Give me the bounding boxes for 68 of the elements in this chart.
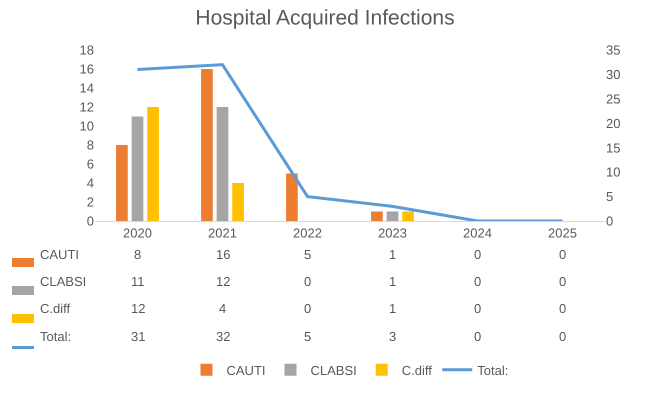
legend-label: CAUTI	[40, 247, 79, 262]
y2-tick-label: 20	[606, 116, 620, 131]
data-label: 5	[304, 329, 312, 344]
x-tick-label: 2024	[463, 226, 492, 241]
line-series	[136, 63, 564, 221]
data-label: 0	[474, 247, 482, 262]
data-label: 0	[474, 329, 482, 344]
text: CLABSI	[310, 362, 357, 378]
y2-tick-label: 0	[606, 214, 614, 229]
data-label: 0	[559, 329, 566, 344]
bar	[201, 69, 213, 221]
data-label: 8	[134, 247, 142, 262]
bar	[147, 107, 159, 221]
data-label: 1	[389, 301, 396, 316]
data-label: 0	[559, 274, 566, 289]
x-tick-label: 2020	[123, 226, 152, 241]
y-tick-label: 16	[80, 62, 94, 77]
y-tick-label: 0	[86, 214, 94, 229]
y2-tick-label: 35	[606, 42, 620, 58]
data-label: 0	[474, 301, 482, 316]
y-tick-label: 4	[86, 176, 94, 191]
y2-tick-label: 10	[606, 164, 620, 180]
y2-tick-label: 25	[606, 91, 620, 106]
bar	[286, 174, 298, 221]
y-tick-label: 8	[86, 138, 94, 153]
data-label: 1	[389, 274, 396, 289]
y2-tick-label: 15	[606, 140, 620, 156]
data-label: 16	[216, 247, 230, 262]
chart-title: Hospital Acquired Infections	[195, 6, 455, 30]
data-label: 0	[559, 301, 566, 316]
data-label: 12	[216, 274, 230, 289]
data-label: 11	[131, 274, 144, 289]
data-label: 31	[131, 329, 146, 344]
bar	[116, 145, 128, 221]
bar	[371, 212, 383, 221]
data-label: 32	[216, 329, 230, 344]
data-label: 0	[304, 274, 312, 289]
y-tick-label: 2	[86, 194, 94, 210]
data-label: 1	[389, 247, 396, 262]
data-label: 0	[559, 247, 566, 262]
y-tick-label: 12	[80, 100, 94, 115]
data-label: 3	[389, 329, 396, 344]
x-tick-label: 2023	[378, 226, 407, 241]
y2-tick-label: 5	[606, 189, 614, 204]
y2-tick-label: 30	[606, 66, 620, 82]
bar	[132, 116, 144, 221]
legend-label: Total:	[477, 362, 508, 378]
bar	[402, 212, 414, 221]
text: Total:	[40, 329, 72, 344]
text: CAUTI	[226, 362, 266, 378]
y-tick-label: 14	[80, 80, 94, 96]
legend-label: C.diff	[402, 362, 432, 378]
data-label: 0	[474, 274, 482, 289]
text: C.diff	[40, 301, 70, 316]
bar	[216, 107, 228, 221]
y-tick-label: 6	[86, 156, 94, 172]
legend-label: CLABSI	[40, 274, 86, 289]
x-tick-label: 2022	[293, 226, 322, 241]
x-tick-label: 2025	[548, 226, 577, 241]
data-label: 4	[219, 301, 226, 316]
y-tick-label: 18	[80, 42, 94, 58]
y-tick-label: 10	[80, 118, 94, 134]
data-label: 0	[304, 301, 312, 316]
data-label: 5	[304, 247, 312, 262]
data-label: 12	[131, 301, 146, 316]
x-tick-label: 2021	[208, 226, 237, 241]
bar	[232, 183, 244, 221]
bar	[386, 212, 398, 221]
